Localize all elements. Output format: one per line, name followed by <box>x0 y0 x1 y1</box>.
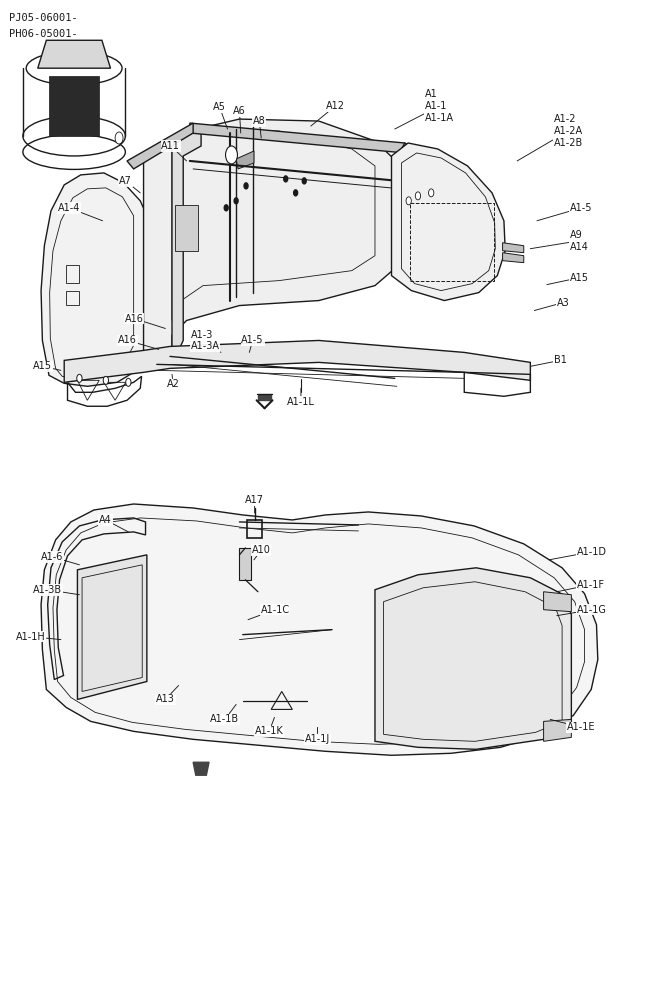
Text: A13: A13 <box>156 685 179 704</box>
Text: A15: A15 <box>33 361 61 371</box>
Text: A12: A12 <box>311 101 345 126</box>
Text: PJ05-06001-: PJ05-06001- <box>9 13 78 23</box>
Circle shape <box>103 376 108 384</box>
Text: A1-4: A1-4 <box>58 203 102 221</box>
Text: A1-5: A1-5 <box>537 203 592 221</box>
Text: PH06-05001-: PH06-05001- <box>9 29 78 39</box>
Polygon shape <box>544 592 571 612</box>
Text: A1-1J: A1-1J <box>305 727 330 744</box>
Circle shape <box>77 374 82 382</box>
Circle shape <box>415 192 420 200</box>
Text: A5: A5 <box>213 102 228 129</box>
Text: A1-6: A1-6 <box>41 552 80 565</box>
Text: A16: A16 <box>125 314 165 328</box>
Circle shape <box>243 580 250 590</box>
Circle shape <box>406 197 411 205</box>
Text: A17: A17 <box>245 495 264 513</box>
Text: A15: A15 <box>547 273 589 285</box>
Circle shape <box>224 205 228 211</box>
Polygon shape <box>49 76 99 136</box>
Text: A2: A2 <box>167 374 180 389</box>
Text: A1
A1-1
A1-1A: A1 A1-1 A1-1A <box>395 89 454 129</box>
Circle shape <box>284 176 288 182</box>
Polygon shape <box>172 129 201 352</box>
Polygon shape <box>41 173 150 386</box>
Text: A1-1F: A1-1F <box>557 580 605 592</box>
Text: A1-3
A1-3A: A1-3 A1-3A <box>191 330 221 352</box>
Circle shape <box>550 656 558 668</box>
Text: A1-1H: A1-1H <box>16 632 61 642</box>
Polygon shape <box>175 205 199 251</box>
Circle shape <box>244 183 248 189</box>
Text: A1-1K: A1-1K <box>255 717 284 736</box>
Text: A3: A3 <box>535 298 570 311</box>
Circle shape <box>201 678 209 689</box>
Polygon shape <box>236 151 254 169</box>
Polygon shape <box>258 395 271 400</box>
Polygon shape <box>127 123 193 169</box>
Text: A16: A16 <box>118 335 159 349</box>
Polygon shape <box>190 123 405 153</box>
Polygon shape <box>503 243 524 253</box>
Polygon shape <box>78 555 147 699</box>
Text: A1-1G: A1-1G <box>557 605 606 616</box>
Text: A10: A10 <box>252 545 271 560</box>
Polygon shape <box>38 40 110 68</box>
Text: A1-5: A1-5 <box>242 335 264 352</box>
Polygon shape <box>400 143 451 179</box>
Text: B1: B1 <box>531 355 566 366</box>
Text: A1-2
A1-2A
A1-2B: A1-2 A1-2A A1-2B <box>517 114 583 161</box>
Text: A1-1E: A1-1E <box>550 719 595 732</box>
Text: A4: A4 <box>99 515 128 532</box>
Text: A1-1D: A1-1D <box>549 547 607 560</box>
Polygon shape <box>375 568 571 749</box>
Polygon shape <box>503 253 524 263</box>
Polygon shape <box>41 504 598 755</box>
Circle shape <box>234 198 238 204</box>
Polygon shape <box>544 719 571 741</box>
Text: A7: A7 <box>119 176 140 193</box>
Circle shape <box>125 378 131 386</box>
Circle shape <box>115 132 123 144</box>
Polygon shape <box>143 119 398 355</box>
Text: A11: A11 <box>161 141 187 161</box>
Circle shape <box>302 178 306 184</box>
Text: A1-1C: A1-1C <box>248 605 290 620</box>
Circle shape <box>293 190 297 196</box>
Polygon shape <box>193 762 209 775</box>
Polygon shape <box>392 143 505 301</box>
Text: A1-3B: A1-3B <box>33 585 80 595</box>
Circle shape <box>226 146 238 164</box>
Text: A8: A8 <box>253 116 266 138</box>
Text: A1-1B: A1-1B <box>210 704 240 724</box>
Text: A9
A14: A9 A14 <box>531 230 589 252</box>
Polygon shape <box>64 340 531 382</box>
Circle shape <box>428 189 434 197</box>
Polygon shape <box>240 548 252 580</box>
Text: A6: A6 <box>233 106 246 133</box>
Text: A1-1L: A1-1L <box>287 388 315 407</box>
